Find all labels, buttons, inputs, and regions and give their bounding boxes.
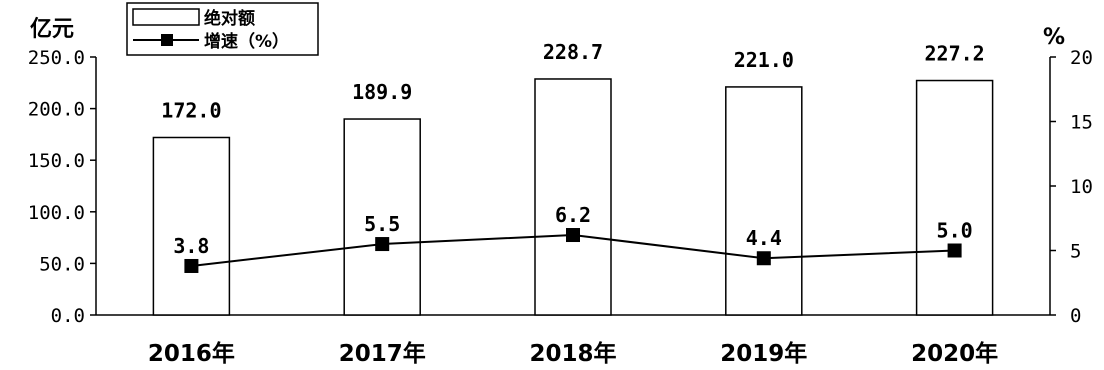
category-label: 2016年 xyxy=(148,340,235,367)
left-tick-label: 200.0 xyxy=(28,99,85,121)
growth-line xyxy=(184,228,962,273)
growth-marker xyxy=(756,251,771,266)
legend-marker-swatch xyxy=(161,34,173,46)
bar-value-label: 227.2 xyxy=(924,42,984,66)
left-tick-label: 250.0 xyxy=(28,47,85,69)
bar-value-label: 189.9 xyxy=(352,80,412,104)
growth-marker xyxy=(566,228,580,243)
bar xyxy=(915,79,994,316)
growth-value-label: 4.4 xyxy=(746,226,782,250)
growth-marker xyxy=(947,243,962,258)
bar xyxy=(152,136,231,316)
right-tick-label: 20 xyxy=(1070,47,1093,69)
category-label: 2017年 xyxy=(339,340,426,367)
right-tick-label: 15 xyxy=(1070,112,1093,134)
left-axis-title: 亿元 xyxy=(30,17,74,42)
right-tick-label: 10 xyxy=(1070,176,1093,198)
legend: 绝对额 增速（%） xyxy=(126,2,319,56)
line-labels: 3.8 5.5 6.2 4.4 5.0 xyxy=(173,203,972,258)
bars xyxy=(152,78,994,316)
legend-line-label: 增速（%） xyxy=(204,31,289,52)
right-axis-ticks: 0 5 10 15 20 xyxy=(1050,47,1093,327)
category-label: 2019年 xyxy=(720,340,807,367)
growth-value-label: 6.2 xyxy=(555,203,591,227)
left-tick-label: 50.0 xyxy=(39,253,85,275)
bar xyxy=(725,86,803,316)
legend-bar-swatch xyxy=(132,8,200,26)
category-label: 2018年 xyxy=(529,340,616,367)
bar xyxy=(343,118,421,316)
bar-value-label: 172.0 xyxy=(161,98,221,122)
category-label: 2020年 xyxy=(911,340,998,367)
right-tick-label: 0 xyxy=(1070,305,1081,327)
bar-value-label: 228.7 xyxy=(543,40,603,64)
right-tick-label: 5 xyxy=(1070,241,1081,263)
left-tick-label: 100.0 xyxy=(28,202,85,224)
growth-value-label: 5.0 xyxy=(937,219,973,243)
growth-value-label: 3.8 xyxy=(173,234,209,258)
left-tick-label: 0.0 xyxy=(51,305,85,327)
growth-value-label: 5.5 xyxy=(364,212,400,236)
left-tick-label: 150.0 xyxy=(28,150,85,172)
category-labels: 2016年 2017年 2018年 2019年 2020年 xyxy=(148,340,998,367)
left-axis-ticks: 0.0 50.0 100.0 150.0 200.0 250.0 xyxy=(28,47,96,327)
bar xyxy=(534,78,612,316)
right-axis-title: % xyxy=(1043,25,1065,50)
bar-labels: 172.0 189.9 228.7 221.0 227.2 xyxy=(161,40,984,123)
bar-value-label: 221.0 xyxy=(734,48,794,72)
legend-bar-label: 绝对额 xyxy=(204,8,255,29)
growth-marker xyxy=(184,258,199,273)
growth-marker xyxy=(375,237,390,252)
